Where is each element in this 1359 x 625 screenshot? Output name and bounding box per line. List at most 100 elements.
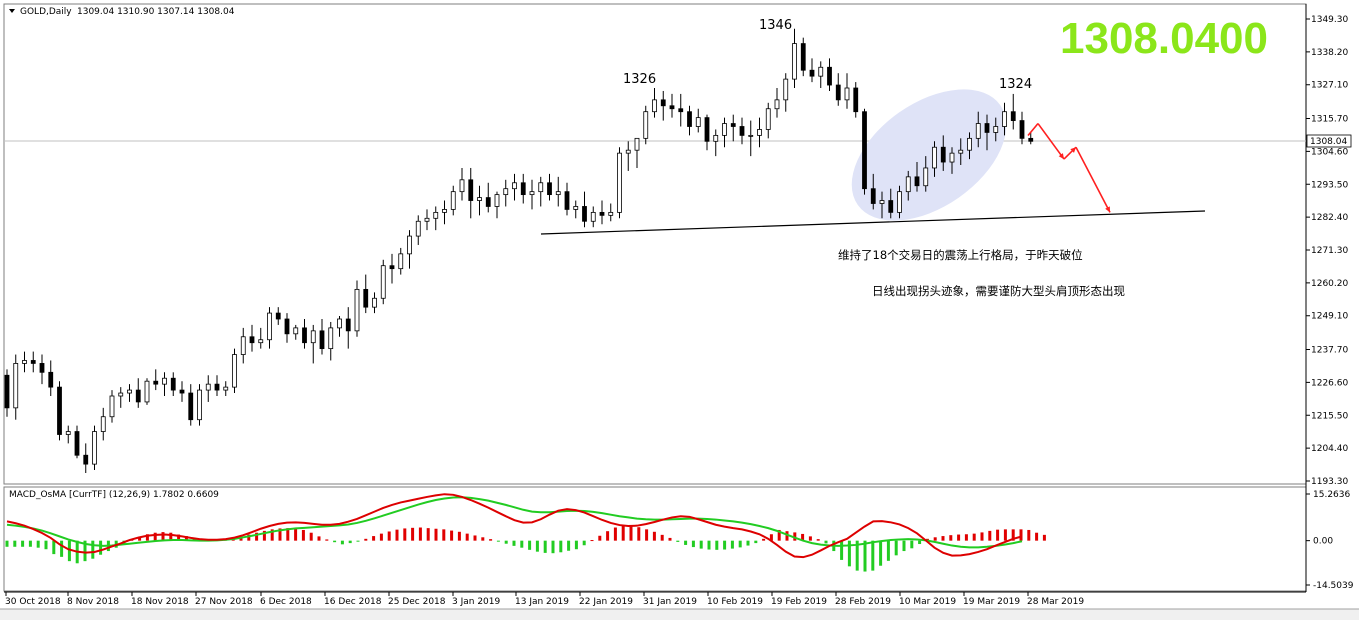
osma-bar-positive [793, 532, 797, 541]
osma-bar-positive [1027, 529, 1031, 541]
candle-bear [669, 105, 675, 110]
y-tick-label: 1293.50 [1311, 180, 1348, 190]
osma-bar-negative [528, 540, 532, 550]
candle-bull [433, 211, 439, 219]
current-price-label: 1308.04 [1310, 137, 1347, 147]
candle-bull [643, 111, 649, 139]
osma-bar-positive [379, 533, 383, 541]
osma-bar-negative [67, 540, 71, 562]
candle-bull [118, 392, 124, 397]
osma-bar-positive [980, 532, 984, 541]
y-tick-label: 1349.30 [1311, 15, 1348, 25]
candle-bear [214, 383, 220, 391]
candle-bear [74, 431, 80, 456]
candle-bear [809, 69, 815, 77]
osma-bar-negative [512, 540, 516, 546]
candle-bull [905, 176, 911, 193]
osma-bar-positive [153, 532, 157, 541]
candle-bull [608, 211, 614, 216]
osma-bar-positive [972, 533, 976, 541]
candle-bull [232, 354, 237, 388]
osma-bar-negative [918, 540, 922, 545]
candle-bear [914, 176, 920, 187]
arrow-segment [1075, 146, 1111, 213]
candle-bear [179, 389, 185, 394]
x-tick-label: 10 Mar 2019 [899, 597, 956, 607]
x-tick-label: 28 Feb 2019 [835, 597, 891, 607]
osma-bar-positive [364, 538, 368, 541]
candle-bull [932, 146, 937, 169]
support-trendline[interactable] [540, 210, 1206, 235]
candle-bear [153, 380, 159, 385]
osma-bar-negative [340, 540, 344, 545]
x-tick-label: 8 Nov 2018 [67, 597, 119, 607]
projection-arrows [1027, 123, 1111, 213]
candle-bull [372, 297, 377, 308]
candle-bull [442, 209, 447, 213]
y-tick-label: 1260.20 [1311, 279, 1348, 289]
osma-bar-negative [723, 540, 727, 550]
candle-bear [363, 288, 369, 308]
osma-bar-negative [738, 540, 742, 548]
indicator-label: MACD_OsMA [CurrTF] (12,26,9) 1.7802 0.66… [9, 490, 219, 500]
osma-bar-positive [481, 537, 485, 541]
x-tick-label: 19 Mar 2019 [963, 597, 1020, 607]
x-tick-label: 27 Nov 2018 [195, 597, 253, 607]
candle-bull [240, 336, 246, 355]
candle-bull [783, 78, 789, 101]
osma-bar-negative [535, 540, 539, 552]
dropdown-triangle-icon[interactable] [9, 9, 15, 13]
range-highlight-ellipse [851, 89, 1007, 221]
y-tick-label: 1338.20 [1311, 48, 1348, 58]
candle-bear [827, 66, 832, 86]
candle-bull [529, 191, 535, 196]
osma-bar-negative [91, 540, 95, 559]
y-tick-label: 1226.60 [1311, 378, 1348, 388]
x-tick-label: 16 Dec 2018 [324, 597, 382, 607]
candle-bear [853, 87, 859, 113]
candle-bull [109, 395, 115, 418]
osma-bar-negative [574, 540, 578, 550]
peak-label-1324: 1324 [999, 77, 1032, 92]
osma-bar-negative [356, 540, 360, 542]
osma-bar-positive [1035, 532, 1039, 541]
candle-bull [634, 137, 640, 151]
candle-bear [389, 265, 395, 270]
osma-bar-negative [99, 540, 103, 555]
candle-bear [582, 206, 587, 222]
osma-bar-positive [762, 538, 766, 541]
candle-bull [625, 149, 631, 154]
candle-bull [844, 87, 850, 101]
osma-bar-negative [83, 540, 87, 562]
osma-bar-negative [333, 540, 337, 543]
osma-bar-positive [301, 529, 305, 541]
osma-bar-positive [270, 529, 274, 541]
candle-bull [127, 389, 132, 394]
osma-bar-positive [621, 525, 625, 541]
candle-bull [1002, 111, 1007, 127]
candle-bear [678, 108, 684, 113]
osma-bar-positive [1011, 529, 1015, 541]
candle-bull [757, 129, 762, 136]
osma-bar-positive [668, 537, 672, 541]
osma-bar-positive [489, 539, 493, 541]
bottom-tab-strip[interactable] [0, 609, 1359, 620]
candle-bear [170, 377, 176, 391]
y-tick-label: 1304.60 [1311, 147, 1348, 157]
y-tick-label: 1315.70 [1311, 115, 1348, 125]
candle-bull [713, 134, 719, 142]
candle-bear [660, 99, 666, 107]
candle-bull [503, 188, 509, 196]
osma-bar-negative [520, 540, 524, 548]
osma-bar-positive [294, 528, 298, 541]
indicator-tick-label: -14.5039 [1313, 581, 1354, 591]
osma-bar-positive [769, 534, 773, 541]
candle-bull [223, 386, 229, 391]
candle-bull [555, 191, 561, 196]
candle-bull [337, 318, 342, 329]
candle-bull [354, 288, 360, 332]
osma-bar-positive [442, 529, 446, 541]
osma-bar-positive [996, 529, 1000, 541]
candle-bear [599, 211, 605, 216]
osma-bar-positive [262, 530, 266, 541]
